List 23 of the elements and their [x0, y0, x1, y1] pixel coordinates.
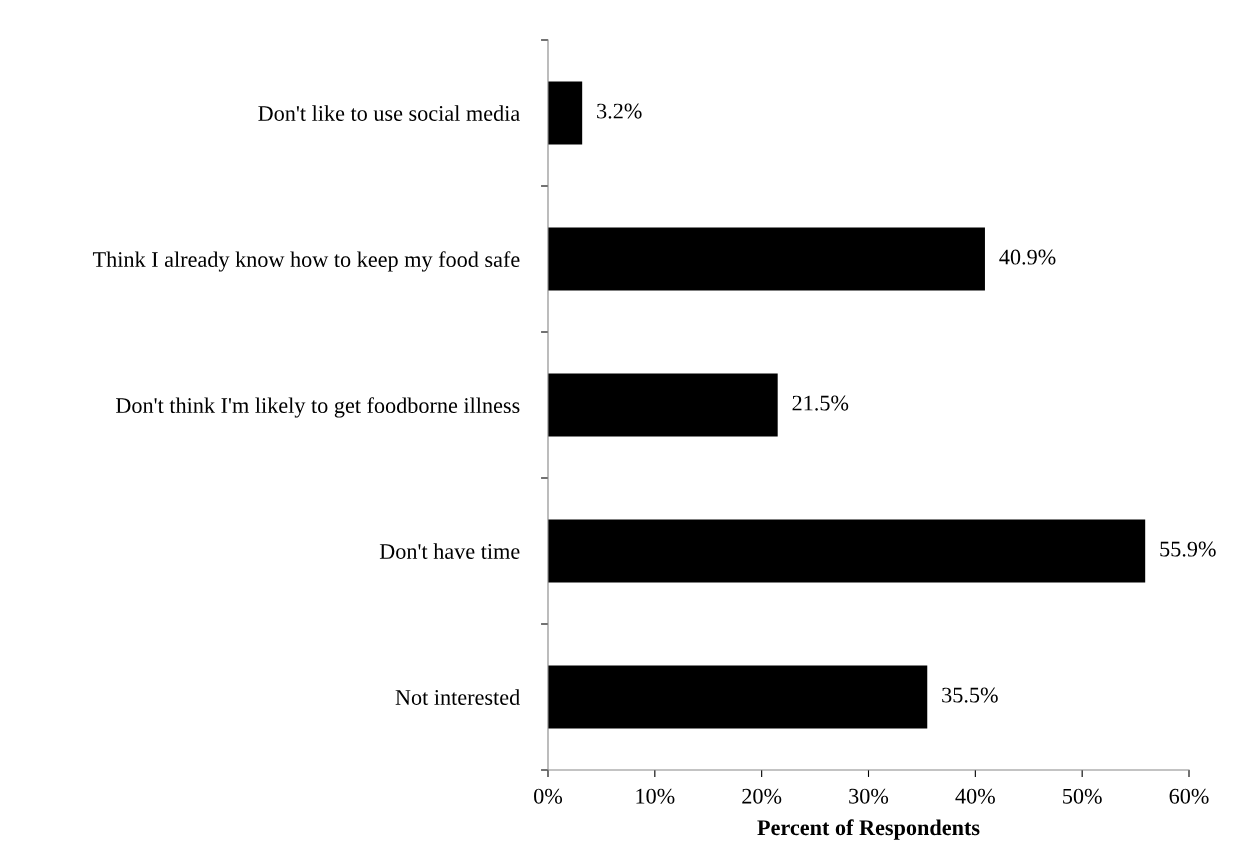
y-tick-label: Don't think I'm likely to get foodborne illness — [115, 397, 520, 418]
x-tick-label: 60% — [1169, 788, 1209, 804]
y-tick-label: Think I already know how to keep my food safe — [92, 251, 520, 272]
bar — [548, 373, 778, 437]
x-tick-label: 0% — [534, 788, 563, 804]
x-axis-title: Percent of Respondents — [757, 819, 980, 840]
bar — [548, 81, 583, 145]
x-tick-label: 10% — [636, 788, 675, 804]
y-tick-label: Not interested — [395, 689, 520, 705]
x-tick-label: 40% — [955, 788, 995, 804]
y-tick-label: Don't have time — [379, 543, 520, 559]
x-tick-label: 30% — [849, 788, 889, 804]
x-tick-label: 20% — [742, 788, 782, 804]
data-label: 21.5% — [792, 395, 849, 411]
bar — [548, 665, 928, 729]
bar — [548, 227, 985, 291]
data-label: 55.9% — [1160, 541, 1216, 557]
data-label: 35.5% — [942, 687, 998, 703]
data-label: 40.9% — [999, 249, 1056, 265]
bar — [548, 519, 1146, 583]
x-tick-label: 50% — [1063, 788, 1102, 804]
data-label: 3.2% — [597, 103, 642, 119]
y-tick-label: Don't like to use social media — [258, 105, 520, 121]
